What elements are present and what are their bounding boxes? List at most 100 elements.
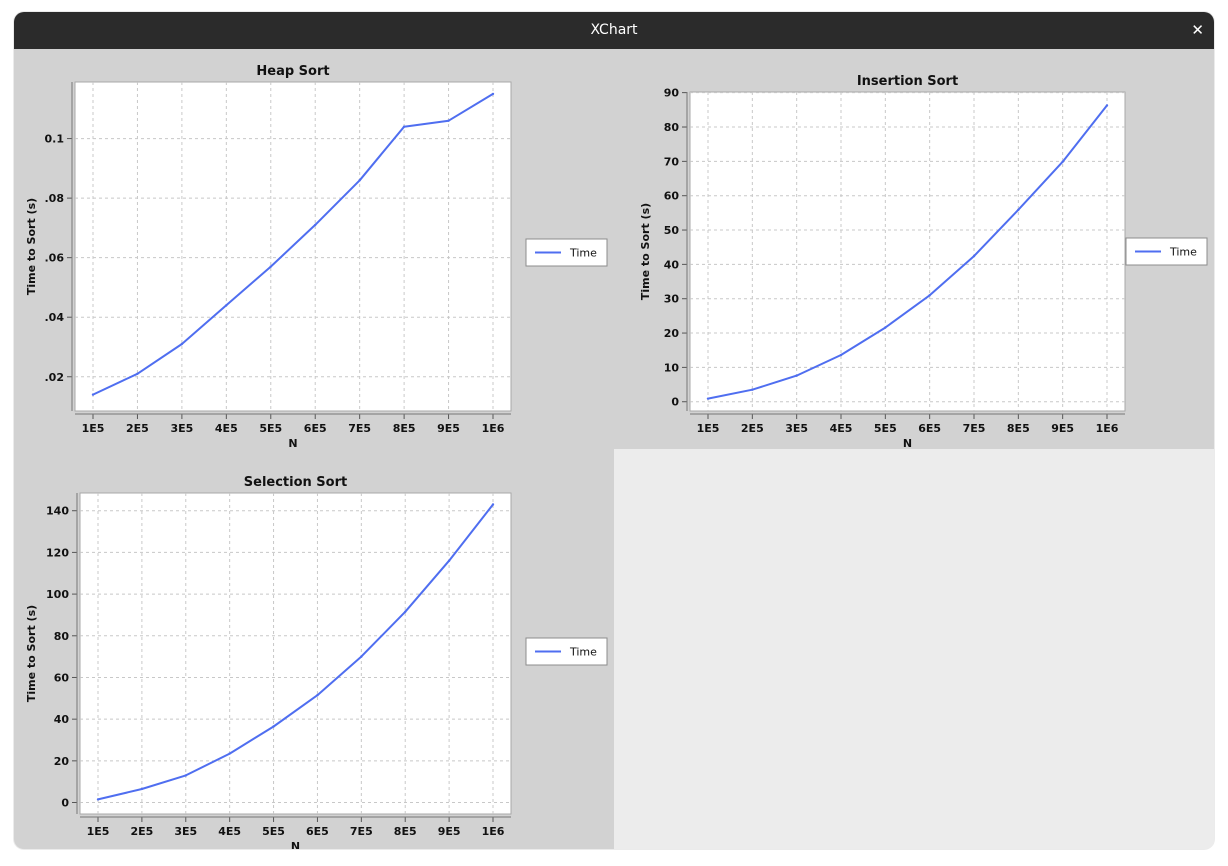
series-line [92,93,494,396]
x-tick-label: 6E5 [304,422,327,435]
x-tick-label: 6E5 [918,422,941,435]
data-point [404,610,407,614]
y-tick-label: 10 [664,361,680,374]
x-tick-label: 9E5 [437,422,460,435]
y-tick-label: 40 [664,258,680,271]
x-tick-label: 1E5 [87,825,110,838]
y-axis-label: Time to Sort (s) [25,605,38,702]
data-point [1105,104,1109,107]
x-tick-label: 9E5 [438,825,461,838]
plot-area [79,492,512,815]
y-tick-label: 70 [664,155,680,168]
heap-sort-panel: 1E5 2E5 3E5 4E5 5E5 6E5 7E5 8E5 9E5 1E6 .02 .04 .06.… [14,49,614,450]
x-axis-label: N [903,437,912,449]
legend-label: Time [569,247,597,260]
x-tick-label: 7E5 [963,422,986,435]
data-point [360,655,363,658]
y-tick-label: .06 [45,252,65,265]
y-tick-label: 80 [664,121,680,134]
x-tick-label: 4E5 [215,422,238,435]
data-point [225,304,228,307]
series-line [707,104,1108,400]
x-tick-label: 1E5 [82,422,105,435]
empty-panel [614,449,1214,849]
plot-area [689,91,1126,412]
selection-sort-chart: 1E5 2E5 3E5 4E5 5E5 6E5 7E5 8E5 9E5 1E6 0 20 40 60 80 1… [25,475,608,849]
chart-title: Insertion Sort [857,74,958,89]
data-point [706,397,710,400]
close-icon[interactable]: ✕ [1191,21,1204,39]
y-tick-label: .02 [45,371,65,384]
data-point [751,388,754,391]
x-tick-label: 8E5 [1007,422,1030,435]
data-point [269,265,272,268]
data-point [491,503,495,506]
x-tick-label: 5E5 [259,422,282,435]
y-tick-label: .08 [45,192,65,205]
x-tick-label: 5E5 [874,422,897,435]
x-tick-label: 8E5 [393,422,416,435]
x-tick-label: 1E6 [1096,422,1119,435]
x-tick-label: 3E5 [174,825,197,838]
data-point [316,693,319,697]
x-tick-label: 3E5 [785,422,808,435]
x-tick-label: 3E5 [170,422,193,435]
data-point [839,353,843,357]
y-tick-label: 140 [46,505,69,518]
data-point [272,725,275,728]
chart-window: XChart ✕ 1E5 2E5 3E5 4E5 5E5 6E5 7E5 8E5 9E5 1E6.… [14,12,1214,849]
selection-sort-panel: 1E5 2E5 3E5 4E5 5E5 6E5 7E5 8E5 9E5 1E6 0 20 40 60 80 1… [14,449,614,849]
y-tick-label: 60 [54,671,70,684]
y-tick-label: 0 [671,396,679,409]
y-tick-label: 120 [46,546,69,559]
y-tick-label: 30 [664,293,680,306]
data-point [314,223,317,227]
x-tick-label: 5E5 [262,825,285,838]
x-tick-label: 9E5 [1051,422,1074,435]
y-tick-label: 0 [61,797,69,810]
x-tick-label: 8E5 [394,825,417,838]
data-point [491,92,495,96]
y-tick-label: 50 [664,224,680,237]
chart-title: Selection Sort [244,475,347,490]
x-tick-label: 4E5 [218,825,241,838]
y-tick-label: 90 [664,87,680,100]
data-point [96,798,100,801]
data-point [358,179,361,182]
data-point [228,752,231,755]
data-point [795,374,798,377]
data-point [884,326,887,329]
y-tick-label: .04 [45,311,65,324]
series-line [97,503,494,801]
title-bar: XChart ✕ [14,12,1214,49]
data-point [972,254,976,258]
legend-label: Time [1169,246,1197,259]
data-point [184,774,187,777]
x-tick-label: 1E6 [482,825,505,838]
data-point [136,372,139,375]
data-point [402,125,406,128]
y-axis-label: Time to Sort (s) [639,203,652,300]
legend-label: Time [569,646,597,659]
x-axis-label: N [288,437,297,449]
x-tick-label: 2E5 [126,422,149,435]
x-tick-label: 6E5 [306,825,329,838]
x-tick-label: 4E5 [830,422,853,435]
x-axis-label: N [291,840,300,849]
data-point [140,787,144,791]
data-point [447,559,451,562]
y-tick-label: 20 [54,755,70,768]
y-tick-label: 100 [46,588,69,601]
x-tick-label: 7E5 [348,422,371,435]
y-axis-label: Time to Sort (s) [25,198,38,295]
y-tick-label: 80 [54,630,70,643]
insertion-sort-chart: 1E5 2E5 3E5 4E5 5E5 6E5 7E5 8E5 9E5 1E6 0 10 20 30 40 5… [639,74,1208,450]
heap-sort-chart: 1E5 2E5 3E5 4E5 5E5 6E5 7E5 8E5 9E5 1E6 .02 .04 .06.… [25,64,608,450]
window-title: XChart [590,22,638,38]
x-tick-label: 1E6 [482,422,505,435]
insertion-sort-panel: 1E5 2E5 3E5 4E5 5E5 6E5 7E5 8E5 9E5 1E6 0 10 20 30 40 5… [614,49,1214,450]
data-point [447,119,450,122]
chart-title: Heap Sort [256,64,329,79]
data-point [1017,208,1020,211]
data-point [1061,160,1064,163]
